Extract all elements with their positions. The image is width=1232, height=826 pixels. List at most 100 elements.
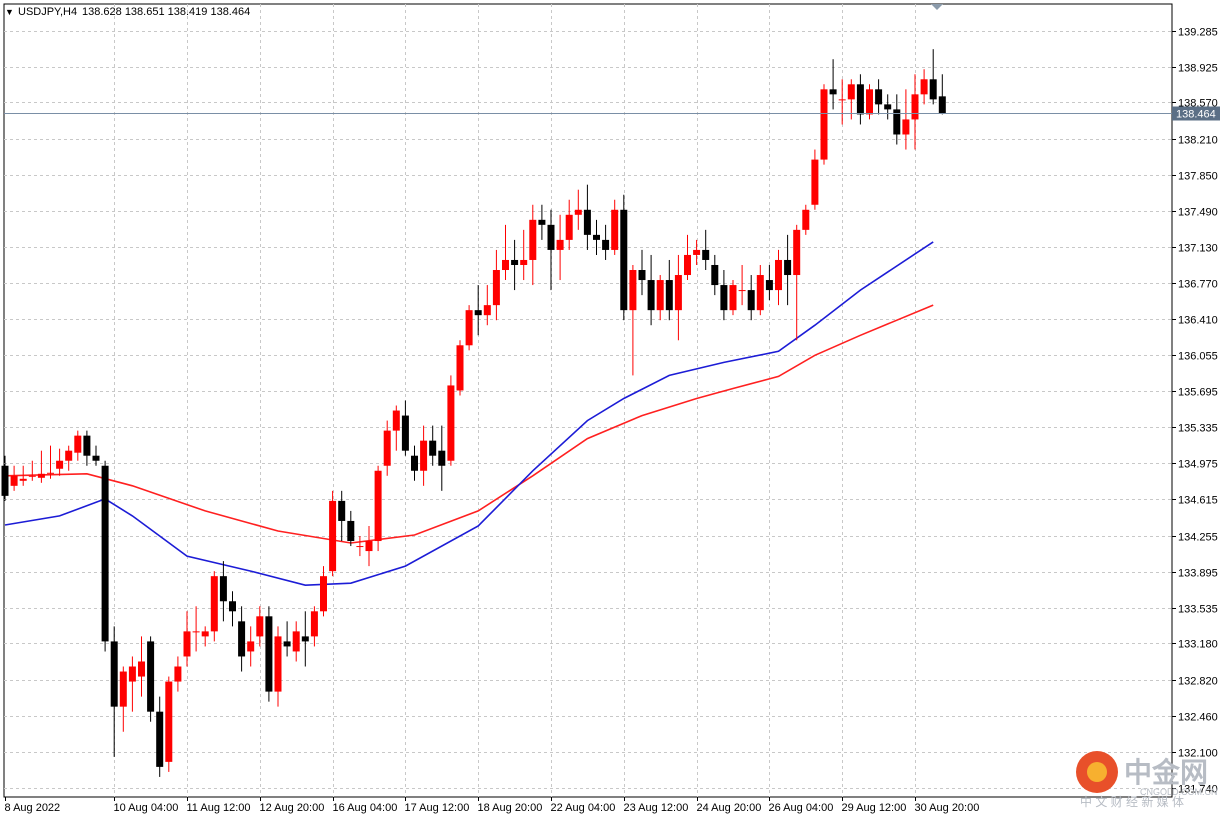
candle (28, 460, 36, 481)
candle-body (447, 385, 455, 461)
candle (401, 400, 409, 456)
watermark-logo-text: 中金网 (1124, 756, 1208, 788)
candle-body (729, 285, 737, 311)
price-axis[interactable]: 139.285 138.925 138.570 138.210 137.850 137.4… (1172, 27, 1218, 796)
candle (183, 611, 191, 667)
time-tick-label: 8 Aug 2022 (5, 802, 61, 814)
candle (875, 79, 883, 115)
time-tick-label: 30 Aug 20:00 (915, 802, 980, 814)
candle-body (392, 410, 400, 431)
candle (174, 656, 182, 692)
price-tick-label: 135.695 (1178, 387, 1218, 399)
candle (784, 234, 792, 306)
candle (329, 490, 337, 577)
price-tick-label: 138.925 (1178, 63, 1218, 75)
candle (665, 259, 673, 321)
candle (811, 149, 819, 210)
candle (829, 59, 837, 110)
candle-body (74, 435, 82, 453)
candle-body (219, 576, 227, 602)
candle (219, 561, 227, 622)
price-tick-label: 134.975 (1178, 459, 1218, 471)
candle (866, 84, 873, 120)
candle-body (229, 601, 236, 612)
symbol-label: USDJPY,H4 (18, 6, 77, 18)
candle-body (702, 249, 710, 260)
collapse-arrow-icon[interactable]: ▼ (5, 7, 14, 17)
candle-body (420, 440, 428, 471)
candle-body (192, 631, 200, 633)
price-tick-label: 136.770 (1178, 279, 1218, 291)
candle (547, 209, 555, 291)
candle (301, 611, 309, 667)
candle (37, 450, 45, 483)
candle (374, 465, 382, 552)
candle (474, 285, 482, 336)
candle (310, 606, 318, 647)
candle-body (247, 641, 255, 652)
candle-body (784, 259, 792, 276)
candle (19, 465, 27, 486)
price-tick-label: 135.335 (1178, 423, 1218, 435)
candle (702, 229, 710, 271)
candle (411, 445, 418, 481)
candle (147, 636, 155, 722)
candle-body (529, 219, 537, 260)
candle-body (265, 616, 273, 692)
candle (356, 536, 364, 557)
candle (893, 94, 901, 145)
logo-inner-icon (1087, 762, 1107, 782)
candle (420, 425, 428, 486)
candle-body (56, 460, 64, 469)
price-tick-label: 138.210 (1178, 135, 1218, 147)
candle (1, 455, 9, 501)
candle-body (147, 641, 155, 712)
current-price-tag (1172, 106, 1220, 121)
candle-body (138, 661, 145, 677)
candle-body (183, 631, 191, 657)
candle-body (210, 576, 218, 632)
time-axis[interactable]: 8 Aug 2022 10 Aug 04:00 11 Aug 12:00 12 Aug… (5, 797, 980, 814)
candle-body (429, 440, 437, 456)
candle-body (593, 234, 600, 240)
candle-body (765, 280, 773, 291)
candle-body (338, 500, 346, 521)
candle (511, 239, 519, 291)
candle-body (756, 275, 764, 311)
candle-body (793, 229, 801, 276)
candle-body (65, 450, 73, 461)
candle-body (401, 415, 409, 451)
candle (738, 264, 746, 306)
candle-body (19, 478, 27, 481)
candle-body (483, 305, 491, 316)
candle (229, 591, 236, 627)
time-tick-label: 18 Aug 20:00 (478, 802, 543, 814)
ma-slow-line (4, 304, 934, 544)
shift-marker-icon[interactable] (931, 4, 943, 10)
candle (565, 199, 573, 250)
candle-body (684, 254, 691, 276)
candle-body (738, 290, 746, 292)
candle-body (365, 541, 373, 552)
candle (929, 49, 937, 105)
candle (629, 264, 637, 376)
candle-body (83, 435, 91, 456)
candle-body (256, 616, 264, 637)
candle (128, 656, 136, 712)
candle (274, 626, 282, 707)
candle-body (620, 209, 628, 311)
candle (711, 254, 719, 296)
candle-body (156, 711, 164, 767)
candle-body (28, 475, 36, 477)
candle-body (829, 89, 837, 95)
price-tick-label: 138.570 (1178, 98, 1218, 110)
plot-area[interactable] (3, 3, 1173, 798)
candle-body (1, 465, 9, 496)
candle (447, 375, 455, 466)
candle (765, 264, 773, 301)
candle-body (520, 259, 528, 265)
candle-body (574, 209, 582, 215)
candle (247, 626, 255, 667)
